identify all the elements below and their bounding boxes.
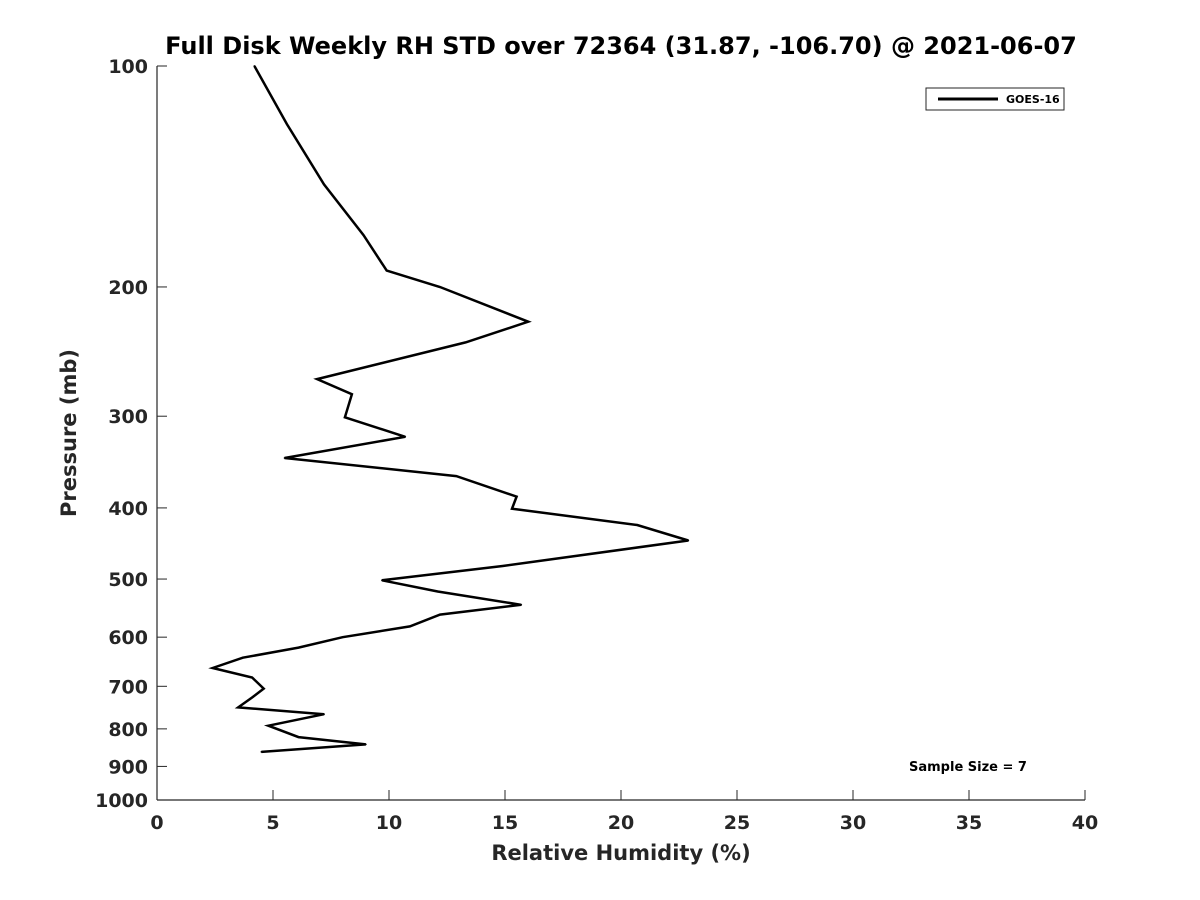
data-point: [520, 603, 523, 606]
data-point: [241, 656, 244, 659]
data-point: [687, 539, 690, 542]
data-point: [464, 341, 467, 344]
data-point: [527, 320, 530, 323]
data-point: [344, 416, 346, 419]
data-point: [341, 636, 344, 639]
data-point: [251, 676, 254, 679]
y-tick-label: 700: [108, 676, 148, 698]
data-point: [409, 625, 411, 628]
data-point: [237, 706, 240, 709]
data-point: [385, 269, 388, 272]
plot-area: [208, 65, 690, 754]
x-tick-label: 20: [608, 812, 634, 834]
data-point: [381, 579, 383, 582]
y-tick-label: 200: [108, 277, 148, 299]
data-point: [297, 736, 300, 738]
x-tick-label: 0: [150, 812, 163, 834]
data-point: [260, 751, 263, 753]
data-point: [251, 696, 254, 699]
data-point: [362, 234, 365, 237]
data-point: [439, 286, 441, 288]
data-point: [286, 123, 288, 125]
x-axis-label: Relative Humidity (%): [491, 841, 750, 865]
data-point: [297, 646, 300, 649]
x-tick-label: 10: [376, 812, 402, 834]
data-point: [404, 435, 407, 438]
y-tick-label: 800: [108, 719, 148, 741]
legend: GOES-16: [925, 87, 1065, 111]
data-point: [262, 687, 265, 690]
y-tick-label: 600: [108, 627, 148, 649]
data-point: [351, 393, 353, 396]
x-tick-label: 35: [956, 812, 982, 834]
x-tick-label: 15: [492, 812, 518, 834]
data-point: [439, 613, 441, 616]
chart-title: Full Disk Weekly RH STD over 72364 (31.8…: [165, 32, 1077, 60]
y-tick-label: 300: [108, 406, 148, 428]
axes: [156, 66, 1085, 801]
data-point: [211, 667, 214, 669]
y-tick-label: 100: [108, 56, 148, 78]
y-axis-label: Pressure (mb): [57, 349, 81, 517]
data-point: [364, 743, 367, 746]
data-point: [501, 565, 504, 567]
y-axis-ticks: 100 200 300 400 500 600 700 800 900 1000: [95, 56, 167, 812]
legend-label: GOES-16: [1006, 93, 1060, 106]
y-tick-label: 500: [108, 569, 148, 591]
series-line-goes-16: [208, 65, 689, 754]
sample-size-annotation: Sample Size = 7: [909, 760, 1027, 775]
data-point: [515, 495, 518, 498]
x-tick-label: 30: [840, 812, 866, 834]
y-tick-label: 400: [108, 498, 148, 520]
data-point: [436, 590, 439, 593]
x-tick-label: 5: [266, 812, 279, 834]
y-tick-label: 900: [108, 756, 148, 778]
data-point: [253, 65, 256, 67]
data-point: [323, 183, 325, 186]
data-point: [323, 713, 325, 716]
data-point: [455, 475, 458, 477]
data-point: [636, 524, 639, 526]
x-axis-ticks: 0 5 10 15 20 25 30 35 40: [150, 790, 1098, 834]
x-tick-label: 25: [724, 812, 750, 834]
data-point: [316, 378, 318, 380]
data-point: [267, 724, 270, 727]
data-point: [511, 507, 513, 510]
y-tick-label: 1000: [95, 790, 148, 812]
x-tick-label: 40: [1072, 812, 1098, 834]
data-point: [283, 457, 286, 459]
